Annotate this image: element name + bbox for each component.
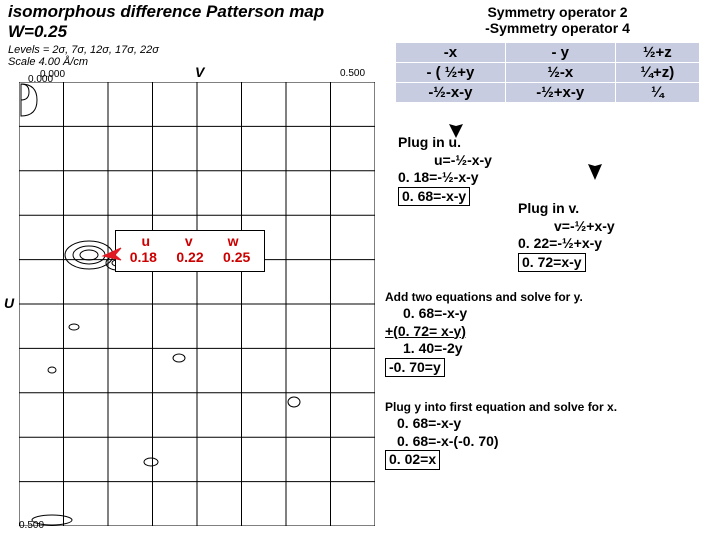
uvw-val-v: 0.22	[176, 249, 203, 265]
page-title: isomorphous difference Patterson map	[8, 2, 324, 22]
symmetry-table: -x - y ½+z - ( ½+y ½-x ¼+z) -½-x-y -½+x-…	[395, 42, 700, 103]
uvw-val-u: 0.18	[130, 249, 157, 265]
sym-cell: -½+x-y	[505, 83, 615, 103]
solve-x-label: Plug y into first equation and solve for…	[385, 400, 617, 415]
plug-v-block: Plug in v. v=-½+x-y 0. 22=-½+x-y 0. 72=x…	[518, 200, 615, 272]
plug-u-label: Plug in u.	[398, 134, 492, 152]
solve-x-l1: 0. 68=-x-y	[385, 415, 617, 433]
solve-x-block: Plug y into first equation and solve for…	[385, 400, 617, 470]
solve-x-l2: 0. 68=-x-(-0. 70)	[385, 433, 617, 451]
plug-v-l3: 0. 72=x-y	[518, 253, 586, 273]
patterson-map	[19, 82, 375, 526]
solve-y-l1: 0. 68=-x-y	[385, 305, 583, 323]
sym-cell: ½+z	[615, 43, 699, 63]
solve-y-l4: -0. 70=y	[385, 358, 445, 378]
plug-v-l2: 0. 22=-½+x-y	[518, 235, 615, 253]
arrow-red-icon	[95, 242, 123, 264]
plug-u-l3: 0. 68=-x-y	[398, 187, 470, 207]
plug-v-label: Plug in v.	[518, 200, 615, 218]
tick-top-5: 0.500	[340, 68, 365, 79]
plug-v-l1: v=-½+x-y	[518, 218, 615, 236]
subtitle-w: W=0.25	[8, 22, 324, 42]
plug-u-block: Plug in u. u=-½-x-y 0. 18=-½-x-y 0. 68=-…	[398, 134, 492, 206]
levels-text: Levels = 2σ, 7σ, 12σ, 17σ, 22σ	[8, 44, 324, 56]
uvw-header-v: v	[185, 233, 193, 249]
sym-cell: ¼	[615, 83, 699, 103]
sym-cell: - ( ½+y	[396, 63, 506, 83]
solve-x-l3: 0. 02=x	[385, 450, 440, 470]
solve-y-label: Add two equations and solve for y.	[385, 290, 583, 305]
sym-line2: -Symmetry operator 4	[415, 20, 700, 36]
plug-u-l1: u=-½-x-y	[398, 152, 492, 170]
symmetry-header: Symmetry operator 2 -Symmetry operator 4	[415, 4, 700, 36]
sym-cell: ½-x	[505, 63, 615, 83]
uvw-header-u: u	[141, 233, 150, 249]
solve-y-block: Add two equations and solve for y. 0. 68…	[385, 290, 583, 377]
solve-y-l2: +(0. 72= x-y)	[385, 323, 583, 341]
uvw-header-w: w	[228, 233, 239, 249]
axis-v-label: V	[195, 64, 204, 80]
sym-cell: -x	[396, 43, 506, 63]
sym-cell: -½-x-y	[396, 83, 506, 103]
uvw-val-w: 0.25	[223, 249, 250, 265]
solve-y-l3: 1. 40=-2y	[385, 340, 583, 358]
arrow-down-icon	[586, 106, 604, 180]
sym-line1: Symmetry operator 2	[415, 4, 700, 20]
sym-cell: - y	[505, 43, 615, 63]
scale-text: Scale 4.00 Å/cm	[8, 56, 324, 68]
sym-cell: ¼+z)	[615, 63, 699, 83]
plug-u-l2: 0. 18=-½-x-y	[398, 169, 492, 187]
uvw-box: u v w 0.18 0.22 0.25	[115, 230, 265, 272]
axis-u-label: U	[4, 295, 14, 311]
title-block: isomorphous difference Patterson map W=0…	[8, 2, 324, 68]
